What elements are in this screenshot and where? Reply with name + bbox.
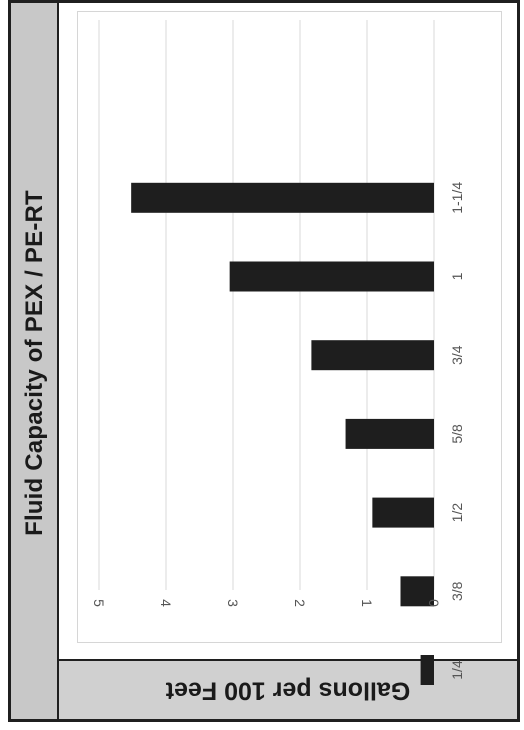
- bar: [345, 418, 434, 449]
- bar: [229, 261, 434, 292]
- gridlines: [98, 20, 435, 590]
- chart-frame: Fluid Capacity of PEX / PE-RT Gallons pe…: [8, 0, 520, 722]
- plot-area: [77, 11, 502, 643]
- category-tick-label: 1-1/4: [449, 182, 465, 214]
- bar: [311, 340, 434, 371]
- category-tick-label: 3/8: [449, 581, 465, 601]
- bar: [131, 182, 434, 213]
- category-tick-label: 1: [449, 272, 465, 280]
- value-tick-label: 3: [225, 599, 241, 607]
- category-tick-label: 3/4: [449, 345, 465, 365]
- bars: [131, 182, 434, 685]
- title-band: Fluid Capacity of PEX / PE-RT: [11, 3, 59, 719]
- bar: [400, 576, 434, 607]
- bar: [420, 655, 434, 685]
- category-tick-label: 1/2: [449, 503, 465, 523]
- value-tick-label: 2: [292, 599, 308, 607]
- value-tick-labels: 0 1 2 3 4 5: [91, 599, 442, 607]
- category-tick-labels: 1/4 3/8 1/2 5/8 3/4 1 1-1/4: [449, 182, 465, 680]
- value-tick-label: 0: [426, 599, 442, 607]
- category-tick-label: 5/8: [449, 424, 465, 444]
- bar: [372, 497, 434, 528]
- category-tick-label: 1/4: [449, 660, 465, 680]
- axis-label-band: Gallons per 100 Feet: [59, 659, 517, 719]
- value-tick-label: 1: [359, 599, 375, 607]
- value-tick-label: 5: [91, 599, 107, 607]
- value-tick-label: 4: [158, 599, 174, 607]
